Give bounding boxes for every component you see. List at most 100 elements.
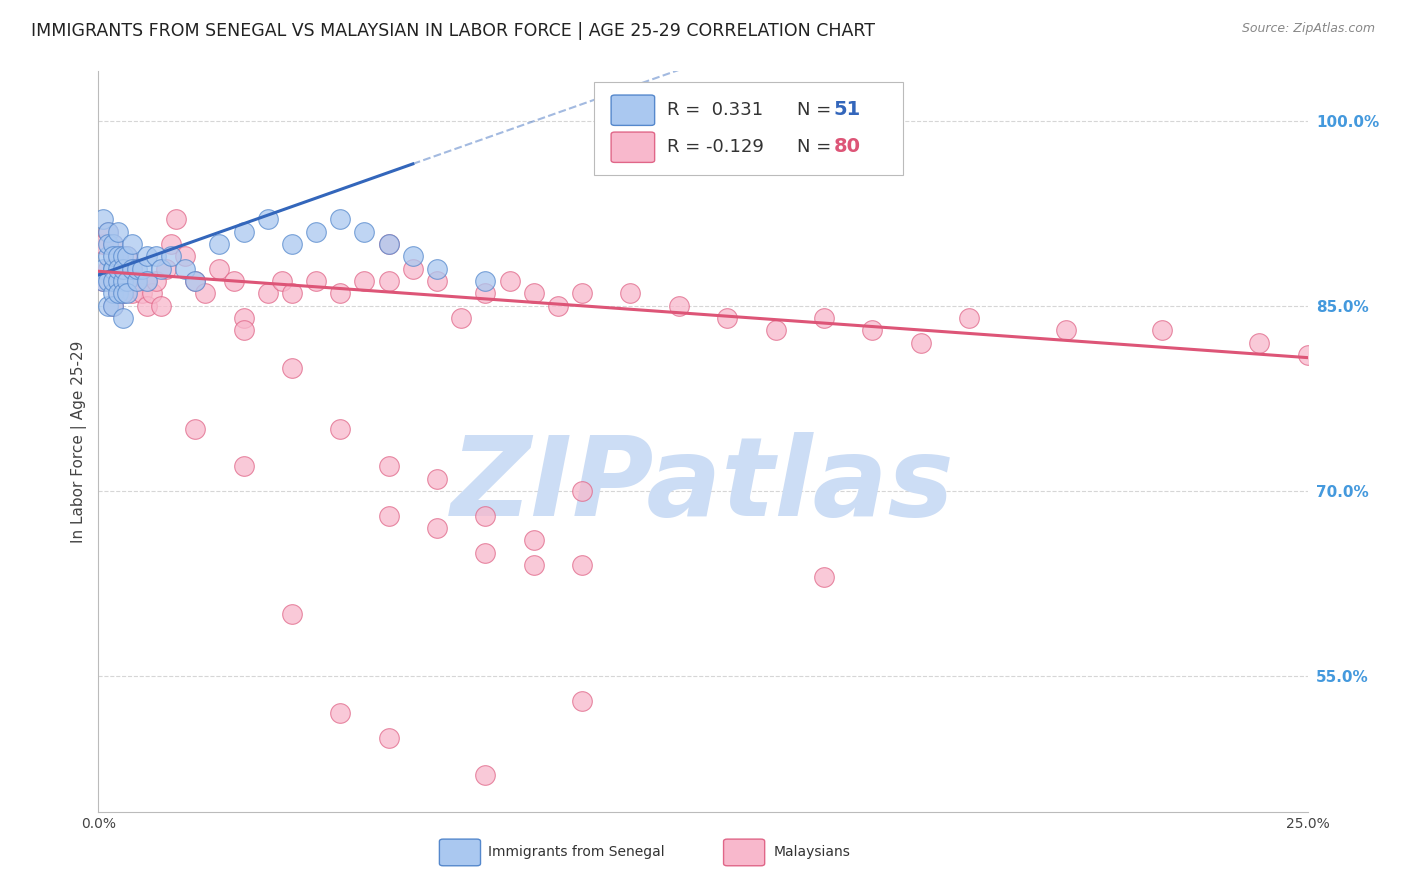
- Point: [117, 274, 139, 288]
- Point: [765, 324, 787, 338]
- Point: [474, 274, 496, 288]
- Point: [222, 274, 245, 288]
- Point: [860, 324, 883, 338]
- Point: [135, 299, 157, 313]
- Point: [107, 261, 129, 276]
- Point: [117, 286, 139, 301]
- Point: [127, 274, 149, 288]
- Point: [101, 274, 124, 288]
- Point: [377, 237, 399, 252]
- Point: [426, 274, 449, 288]
- Point: [165, 212, 187, 227]
- Point: [1296, 348, 1319, 362]
- Point: [121, 261, 143, 276]
- Point: [107, 250, 129, 264]
- Point: [117, 250, 139, 264]
- Point: [174, 261, 197, 276]
- Point: [101, 261, 124, 276]
- Point: [571, 286, 593, 301]
- Point: [174, 250, 197, 264]
- Point: [97, 261, 120, 276]
- FancyBboxPatch shape: [612, 95, 655, 126]
- Point: [111, 274, 134, 288]
- Point: [121, 237, 143, 252]
- Point: [474, 508, 496, 523]
- Point: [97, 237, 120, 252]
- Point: [256, 212, 278, 227]
- Point: [547, 299, 569, 313]
- Point: [127, 261, 149, 276]
- Point: [329, 706, 352, 720]
- Point: [377, 508, 399, 523]
- Point: [256, 286, 278, 301]
- Point: [305, 274, 328, 288]
- Point: [127, 274, 149, 288]
- Point: [329, 422, 352, 436]
- Point: [271, 274, 294, 288]
- Point: [101, 261, 124, 276]
- Point: [353, 274, 375, 288]
- Point: [523, 286, 546, 301]
- Point: [571, 483, 593, 498]
- FancyBboxPatch shape: [440, 839, 481, 866]
- Point: [101, 299, 124, 313]
- Point: [111, 286, 134, 301]
- Point: [716, 311, 738, 326]
- Point: [426, 472, 449, 486]
- Text: ZIPatlas: ZIPatlas: [451, 433, 955, 540]
- Text: Source: ZipAtlas.com: Source: ZipAtlas.com: [1241, 22, 1375, 36]
- Point: [117, 274, 139, 288]
- Text: 51: 51: [834, 101, 860, 120]
- Point: [160, 237, 183, 252]
- Point: [107, 225, 129, 239]
- Point: [232, 459, 254, 474]
- Point: [107, 250, 129, 264]
- Point: [329, 212, 352, 227]
- Y-axis label: In Labor Force | Age 25-29: In Labor Force | Age 25-29: [72, 341, 87, 542]
- Point: [281, 360, 304, 375]
- Point: [107, 286, 129, 301]
- Point: [91, 212, 114, 227]
- Point: [194, 286, 217, 301]
- Point: [571, 558, 593, 572]
- Point: [426, 261, 449, 276]
- Point: [184, 274, 207, 288]
- Point: [208, 261, 231, 276]
- Point: [150, 261, 173, 276]
- Point: [377, 731, 399, 745]
- Point: [145, 250, 167, 264]
- Point: [155, 261, 177, 276]
- Point: [117, 250, 139, 264]
- Point: [402, 250, 425, 264]
- Point: [97, 225, 120, 239]
- Point: [97, 299, 120, 313]
- Point: [111, 261, 134, 276]
- Point: [281, 286, 304, 301]
- Point: [281, 237, 304, 252]
- Point: [111, 250, 134, 264]
- Text: IMMIGRANTS FROM SENEGAL VS MALAYSIAN IN LABOR FORCE | AGE 25-29 CORRELATION CHAR: IMMIGRANTS FROM SENEGAL VS MALAYSIAN IN …: [31, 22, 875, 40]
- Point: [107, 274, 129, 288]
- Point: [305, 225, 328, 239]
- Point: [571, 694, 593, 708]
- Text: R = -0.129: R = -0.129: [666, 138, 763, 156]
- Point: [91, 274, 114, 288]
- Point: [131, 286, 153, 301]
- Point: [426, 521, 449, 535]
- Point: [91, 237, 114, 252]
- Point: [377, 237, 399, 252]
- Point: [1249, 335, 1271, 350]
- Point: [474, 546, 496, 560]
- Point: [141, 286, 163, 301]
- Point: [281, 607, 304, 622]
- Text: N =: N =: [797, 101, 831, 119]
- Point: [101, 237, 124, 252]
- Point: [402, 261, 425, 276]
- Point: [97, 250, 120, 264]
- Point: [135, 274, 157, 288]
- Point: [232, 311, 254, 326]
- FancyBboxPatch shape: [724, 839, 765, 866]
- Point: [160, 250, 183, 264]
- Point: [329, 286, 352, 301]
- Point: [1152, 324, 1174, 338]
